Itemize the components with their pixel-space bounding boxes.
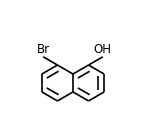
Text: Br: Br xyxy=(37,43,50,56)
Text: OH: OH xyxy=(94,43,112,56)
